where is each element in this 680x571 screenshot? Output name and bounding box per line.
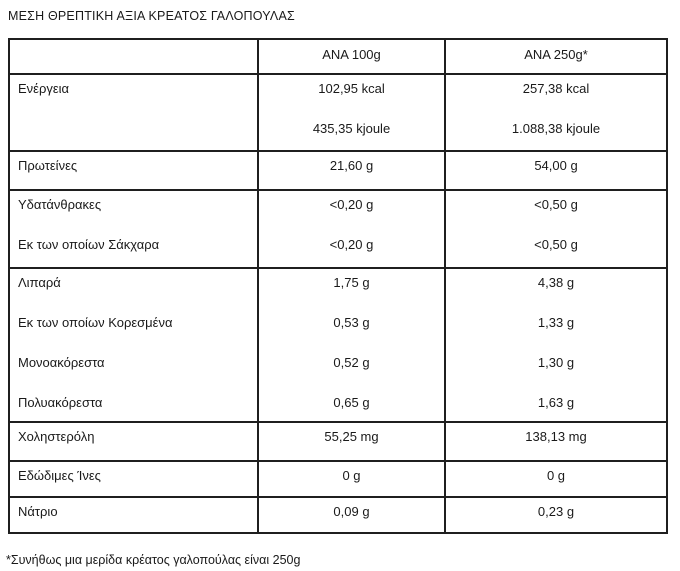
footnote: *Συνήθως μια μερίδα κρέατος γαλοπούλας ε… (6, 553, 301, 567)
row-label: Πολυακόρεστα (18, 395, 103, 410)
row-label: Ενέργεια (18, 81, 70, 96)
value-cell-100g: 0 g (259, 462, 446, 496)
value-per-100g: 21,60 g (329, 158, 374, 173)
row-label: Μονοακόρεστα (18, 355, 105, 370)
table-row-carbohydrates: Υδατάνθρακες Εκ των οποίων Σάκχαρα <0,20… (10, 189, 666, 267)
row-label: Χοληστερόλη (18, 429, 95, 444)
value-per-250g: 1,30 g (537, 355, 575, 370)
value-cell-250g: 0 g (446, 462, 666, 496)
value-per-100g: 435,35 kjoule (312, 121, 391, 136)
table-row-fiber: Εδώδιμες Ίνες 0 g 0 g (10, 460, 666, 496)
value-cell-250g: 138,13 mg (446, 423, 666, 460)
value-cell-100g: 102,95 kcal 435,35 kjoule (259, 75, 446, 150)
value-per-250g: 1,33 g (537, 315, 575, 330)
value-per-250g: 0 g (546, 468, 566, 483)
nutrition-table: ΑΝΑ 100g ΑΝΑ 250g* Ενέργεια 102,95 kcal … (8, 38, 668, 534)
value-per-250g: 1.088,38 kjoule (511, 121, 601, 136)
value-cell-250g: 257,38 kcal 1.088,38 kjoule (446, 75, 666, 150)
row-label-cell: Εδώδιμες Ίνες (10, 462, 259, 496)
row-label-cell: Υδατάνθρακες Εκ των οποίων Σάκχαρα (10, 191, 259, 267)
row-label: Λιπαρά (18, 275, 61, 290)
header-per-100g: ΑΝΑ 100g (259, 40, 446, 73)
value-per-100g: 1,75 g (333, 275, 370, 290)
value-per-250g: 257,38 kcal (522, 81, 590, 96)
value-per-250g: 1,63 g (537, 395, 575, 410)
value-cell-250g: 0,23 g (446, 498, 666, 532)
value-cell-100g: 0,09 g (259, 498, 446, 532)
table-row-fats: Λιπαρά Εκ των οποίων Κορεσμένα Μονοακόρε… (10, 267, 666, 421)
table-header-row: ΑΝΑ 100g ΑΝΑ 250g* (10, 40, 666, 73)
value-cell-250g: <0,50 g <0,50 g (446, 191, 666, 267)
value-per-250g: 0,23 g (537, 504, 575, 519)
value-per-250g: <0,50 g (534, 197, 578, 212)
table-row-energy: Ενέργεια 102,95 kcal 435,35 kjoule 257,3… (10, 73, 666, 150)
row-label-cell: Λιπαρά Εκ των οποίων Κορεσμένα Μονοακόρε… (10, 269, 259, 421)
value-per-100g: <0,20 g (329, 237, 374, 252)
row-label-cell: Χοληστερόλη (10, 423, 259, 460)
value-per-100g: 55,25 mg (324, 429, 379, 444)
row-label: Πρωτείνες (18, 158, 78, 173)
row-label: Εκ των οποίων Σάκχαρα (18, 237, 160, 252)
row-label-cell: Νάτριο (10, 498, 259, 532)
value-per-250g: 4,38 g (537, 275, 575, 290)
table-row-sodium: Νάτριο 0,09 g 0,23 g (10, 496, 666, 532)
value-cell-250g: 54,00 g (446, 152, 666, 189)
value-cell-100g: <0,20 g <0,20 g (259, 191, 446, 267)
row-label: Νάτριο (18, 504, 58, 519)
value-per-100g: 0,52 g (333, 355, 370, 370)
row-label-cell: Ενέργεια (10, 75, 259, 150)
value-cell-100g: 21,60 g (259, 152, 446, 189)
value-per-100g: 0,09 g (333, 504, 370, 519)
header-per-250g: ΑΝΑ 250g* (524, 47, 588, 62)
value-per-100g: <0,20 g (329, 197, 374, 212)
value-per-100g: 102,95 kcal (318, 81, 385, 96)
table-row-protein: Πρωτείνες 21,60 g 54,00 g (10, 150, 666, 189)
value-cell-100g: 55,25 mg (259, 423, 446, 460)
value-per-250g: <0,50 g (534, 237, 578, 252)
value-per-250g: 54,00 g (534, 158, 578, 173)
page-title: ΜΕΣΗ ΘΡΕΠΤΙΚΗ ΑΞΙΑ ΚΡΕΑΤΟΣ ΓΑΛΟΠΟΥΛΑΣ (8, 9, 295, 23)
row-label: Υδατάνθρακες (18, 197, 102, 212)
value-per-250g: 138,13 mg (525, 429, 587, 444)
value-per-100g: 0,65 g (333, 395, 370, 410)
value-cell-250g: 4,38 g 1,33 g 1,30 g 1,63 g (446, 269, 666, 421)
row-label-cell: Πρωτείνες (10, 152, 259, 189)
row-label-spacer (10, 115, 257, 150)
header-empty-cell (10, 40, 259, 73)
table-row-cholesterol: Χοληστερόλη 55,25 mg 138,13 mg (10, 421, 666, 460)
value-cell-100g: 1,75 g 0,53 g 0,52 g 0,65 g (259, 269, 446, 421)
row-label: Εδώδιμες Ίνες (18, 468, 101, 483)
value-per-100g: 0 g (342, 468, 361, 483)
value-per-100g: 0,53 g (333, 315, 370, 330)
row-label: Εκ των οποίων Κορεσμένα (18, 315, 173, 330)
